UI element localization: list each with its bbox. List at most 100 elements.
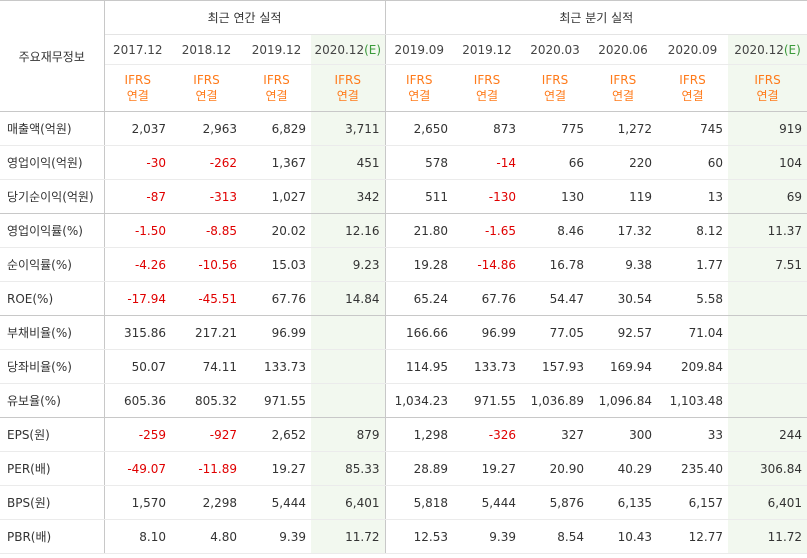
value-cell: 209.84: [657, 349, 728, 384]
row-label: EPS(원): [0, 417, 105, 452]
table-row: 매출액(억원) 2,037 2,963 6,829 3,711 2,650 873 775 1,…: [0, 111, 807, 146]
value-cell: 130: [521, 179, 589, 214]
period-label: 2019.09: [394, 42, 445, 57]
value-cell: 971.55: [242, 383, 311, 418]
quarter-group-header: 최근 분기 실적: [385, 0, 807, 35]
basis-ifrs: IFRS: [124, 73, 151, 87]
value-cell: 67.76: [453, 281, 521, 316]
row-label: 부채비율(%): [0, 315, 105, 350]
value-cell: -8.85: [171, 213, 242, 248]
value-cell: 13: [657, 179, 728, 214]
value-cell: 169.94: [589, 349, 657, 384]
period-label: 2017.12: [112, 42, 163, 57]
value-cell: 8.10: [104, 519, 171, 554]
table-row: 순이익률(%) -4.26 -10.56 15.03 9.23 19.28 -14.86 16…: [0, 247, 807, 282]
period-label: 2019.12: [251, 42, 302, 57]
table-row: EPS(원) -259 -927 2,652 879 1,298 -326 327 300 33 2…: [0, 417, 807, 452]
basis-header: IFRS 연결: [589, 64, 657, 112]
table-row: ROE(%) -17.94 -45.51 67.76 14.84 65.24 67.76 54…: [0, 281, 807, 316]
table-row: 당기순이익(억원) -87 -313 1,027 342 511 -130 130 119 13 6…: [0, 179, 807, 214]
estimate-mark: (E): [783, 42, 801, 57]
basis-header: IFRS 연결: [385, 64, 453, 112]
value-cell: 85.33: [311, 451, 386, 486]
period-header: 2018.12: [171, 34, 242, 65]
value-cell: 315.86: [104, 315, 171, 350]
table-row: PBR(배) 8.10 4.80 9.39 11.72 12.53 9.39 8.54 10.4…: [0, 519, 807, 554]
value-cell: 971.55: [453, 383, 521, 418]
value-cell: 1,096.84: [589, 383, 657, 418]
row-label: 유보율(%): [0, 383, 105, 418]
value-cell: 2,037: [104, 111, 171, 146]
value-cell: 12.16: [311, 213, 386, 248]
value-cell: 1,570: [104, 485, 171, 520]
basis-ifrs: IFRS: [334, 73, 361, 87]
value-cell: [728, 383, 807, 418]
value-cell: -1.65: [453, 213, 521, 248]
annual-group-header: 최근 연간 실적: [104, 0, 386, 35]
value-cell: -259: [104, 417, 171, 452]
row-label: 순이익률(%): [0, 247, 105, 282]
value-cell: -313: [171, 179, 242, 214]
value-cell: 50.07: [104, 349, 171, 384]
table-row: 부채비율(%) 315.86 217.21 96.99 166.66 96.99 77.05…: [0, 315, 807, 350]
value-cell: -17.94: [104, 281, 171, 316]
value-cell: 104: [728, 145, 807, 180]
table-row: 유보율(%) 605.36 805.32 971.55 1,034.23 971.55 1,…: [0, 383, 807, 418]
basis-header: IFRS 연결: [171, 64, 242, 112]
value-cell: -87: [104, 179, 171, 214]
value-cell: -10.56: [171, 247, 242, 282]
value-cell: 54.47: [521, 281, 589, 316]
value-cell: -14.86: [453, 247, 521, 282]
value-cell: 15.03: [242, 247, 311, 282]
value-cell: 1,272: [589, 111, 657, 146]
basis-ifrs: IFRS: [679, 73, 706, 87]
value-cell: 133.73: [453, 349, 521, 384]
value-cell: 6,157: [657, 485, 728, 520]
basis-header: IFRS 연결: [521, 64, 589, 112]
value-cell: -14: [453, 145, 521, 180]
period-label: 2020.03: [530, 42, 580, 57]
basis-consolidated: 연결: [543, 89, 567, 103]
value-cell: 20.02: [242, 213, 311, 248]
value-cell: 12.77: [657, 519, 728, 554]
value-cell: 11.72: [311, 519, 386, 554]
value-cell: 1.77: [657, 247, 728, 282]
value-cell: 16.78: [521, 247, 589, 282]
value-cell: 1,367: [242, 145, 311, 180]
basis-consolidated: 연결: [475, 89, 499, 103]
value-cell: 244: [728, 417, 807, 452]
value-cell: 133.73: [242, 349, 311, 384]
value-cell: 235.40: [657, 451, 728, 486]
value-cell: 114.95: [385, 349, 453, 384]
value-cell: 578: [385, 145, 453, 180]
period-header: 2020.09: [657, 34, 728, 65]
table-row: 영업이익(억원) -30 -262 1,367 451 578 -14 66 220 60 104: [0, 145, 807, 180]
value-cell: -130: [453, 179, 521, 214]
basis-header: IFRS 연결: [242, 64, 311, 112]
value-cell: 19.27: [453, 451, 521, 486]
value-cell: 1,036.89: [521, 383, 589, 418]
basis-header: IFRS 연결: [311, 64, 386, 112]
table-row: PER(배) -49.07 -11.89 19.27 85.33 28.89 19.27 20…: [0, 451, 807, 486]
period-header: 2019.12: [453, 34, 521, 65]
value-cell: 17.32: [589, 213, 657, 248]
row-label: PER(배): [0, 451, 105, 486]
value-cell: 775: [521, 111, 589, 146]
value-cell: -262: [171, 145, 242, 180]
basis-consolidated: 연결: [336, 89, 359, 103]
period-header: 2019.09: [385, 34, 453, 65]
value-cell: 67.76: [242, 281, 311, 316]
row-label: PBR(배): [0, 519, 105, 554]
row-label: 당좌비율(%): [0, 349, 105, 384]
value-cell: 220: [589, 145, 657, 180]
basis-ifrs: IFRS: [263, 73, 290, 87]
value-cell: 65.24: [385, 281, 453, 316]
value-cell: 96.99: [242, 315, 311, 350]
value-cell: 166.66: [385, 315, 453, 350]
value-cell: -326: [453, 417, 521, 452]
period-header: 2020.12(E): [728, 34, 807, 65]
value-cell: 28.89: [385, 451, 453, 486]
value-cell: 1,103.48: [657, 383, 728, 418]
value-cell: 5,818: [385, 485, 453, 520]
